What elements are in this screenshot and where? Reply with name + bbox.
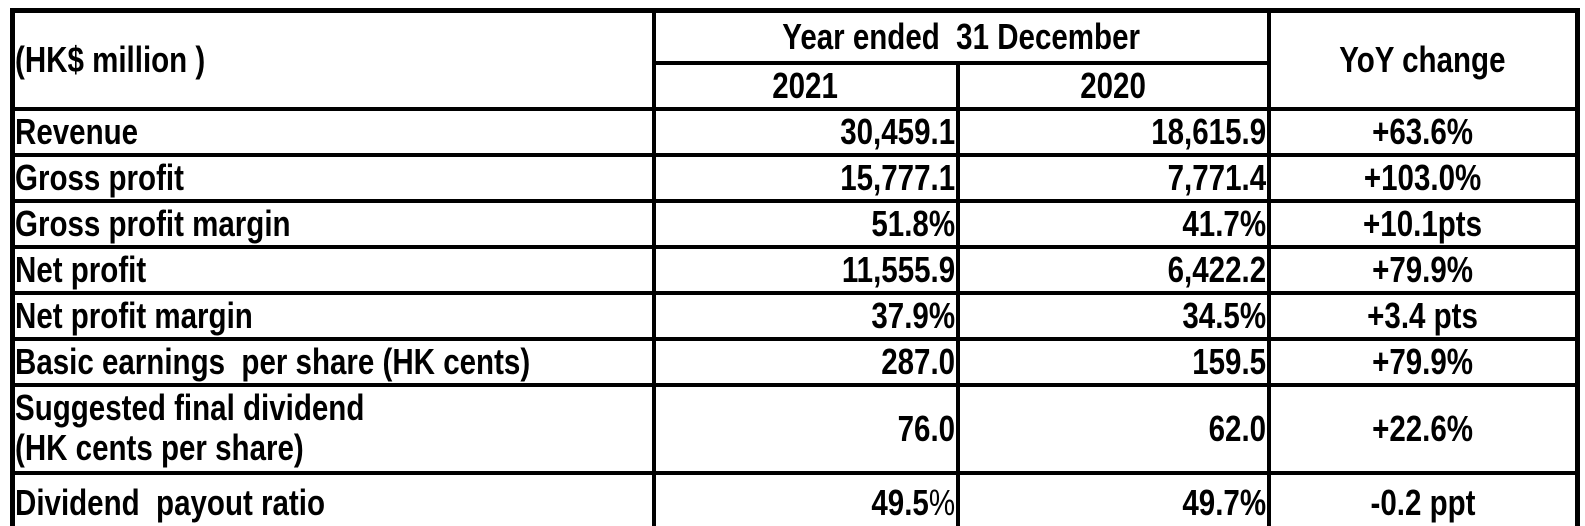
- value-2021: 287.0: [881, 340, 956, 382]
- yoy-value: +10.1pts: [1363, 202, 1483, 244]
- value-2020: 49.7%: [1182, 481, 1267, 523]
- yoy-value-cell: +22.6%: [1266, 382, 1580, 475]
- yoy-value-cell: -0.2 ppt: [1266, 470, 1580, 526]
- value-2021: 51.8%: [871, 202, 956, 244]
- table-row-suggested-final-dividend: Suggested final dividend (HK cents per s…: [10, 382, 1580, 475]
- value-2020-cell: 34.5%: [955, 290, 1271, 341]
- table-row-gross-profit-margin: Gross profit margin 51.8% 41.7% +10.1pts: [10, 198, 1580, 249]
- metric-label: Suggested final dividend (HK cents per s…: [15, 386, 365, 469]
- yoy-value-cell: +3.4 pts: [1266, 290, 1580, 341]
- yoy-value-cell: +10.1pts: [1266, 198, 1580, 249]
- table-row-revenue: Revenue 30,459.1 18,615.9 +63.6%: [10, 106, 1580, 157]
- metric-label: Net profit margin: [15, 294, 253, 336]
- value-2020: 7,771.4: [1167, 156, 1267, 198]
- table-row-gross-profit: Gross profit 15,777.1 7,771.4 +103.0%: [10, 152, 1580, 203]
- value-2021-cell: 51.8%: [651, 198, 960, 249]
- value-2021: 15,777.1: [840, 156, 956, 198]
- metric-label-cell: Basic earnings per share (HK cents): [10, 336, 656, 387]
- value-2020: 6,422.2: [1167, 248, 1267, 290]
- metric-label: Basic earnings per share (HK cents): [15, 340, 531, 382]
- yoy-value-cell: +63.6%: [1266, 106, 1580, 157]
- col-header-2021: 2021: [772, 64, 839, 106]
- header-row-group: (HK$ million ) Year ended 31 December Yo…: [10, 8, 1580, 111]
- financial-results-table: (HK$ million ) Year ended 31 December Yo…: [10, 8, 1580, 526]
- value-2021-cell: 49.5%: [651, 470, 960, 526]
- year-group-header-cell: Year ended 31 December: [651, 8, 1271, 65]
- value-2020-cell: 49.7%: [955, 470, 1271, 526]
- value-2021: 37.9%: [871, 294, 956, 336]
- table-row-net-profit: Net profit 11,555.9 6,422.2 +79.9%: [10, 244, 1580, 295]
- value-2021-cell: 11,555.9: [651, 244, 960, 295]
- metric-label-cell: Gross profit margin: [10, 198, 656, 249]
- value-2021-suffix: %: [929, 481, 956, 523]
- table-row-basic-eps: Basic earnings per share (HK cents) 287.…: [10, 336, 1580, 387]
- yoy-header-cell: YoY change: [1266, 8, 1580, 111]
- value-2021-cell: 30,459.1: [651, 106, 960, 157]
- unit-label: (HK$ million ): [15, 38, 206, 80]
- yoy-value-cell: +79.9%: [1266, 244, 1580, 295]
- col-header-2021-cell: 2021: [651, 60, 960, 111]
- header-row-years: 2021 2020: [13, 60, 1578, 111]
- metric-label: Net profit: [15, 248, 147, 290]
- value-2020: 41.7%: [1182, 202, 1267, 244]
- value-2021-cell: 37.9%: [651, 290, 960, 341]
- yoy-value: +103.0%: [1364, 156, 1482, 198]
- table-row-dividend-payout-ratio: Dividend payout ratio 49.5% 49.7% -0.2 p…: [10, 470, 1580, 526]
- metric-label-cell: Gross profit: [10, 152, 656, 203]
- metric-label: Gross profit: [15, 156, 184, 198]
- yoy-value-cell: +103.0%: [1266, 152, 1580, 203]
- value-2021: 76.0: [898, 407, 956, 449]
- table-row-net-profit-margin: Net profit margin 37.9% 34.5% +3.4 pts: [10, 290, 1580, 341]
- value-2020-cell: 18,615.9: [955, 106, 1271, 157]
- metric-label-cell: Revenue: [10, 106, 656, 157]
- value-2020: 62.0: [1209, 407, 1267, 449]
- metric-label-cell: Suggested final dividend (HK cents per s…: [10, 382, 656, 475]
- value-2020-cell: 6,422.2: [955, 244, 1271, 295]
- col-header-2020-cell: 2020: [955, 60, 1271, 111]
- corner-unit-cell: (HK$ million ): [10, 8, 656, 111]
- metric-label: Gross profit margin: [15, 202, 291, 244]
- value-2021-cell: 15,777.1: [651, 152, 960, 203]
- yoy-value: +79.9%: [1372, 340, 1474, 382]
- value-2020-cell: 62.0: [955, 382, 1271, 475]
- yoy-value: -0.2 ppt: [1370, 481, 1476, 523]
- value-2021-cell: 76.0: [651, 382, 960, 475]
- yoy-header: YoY change: [1339, 38, 1506, 80]
- value-2020: 34.5%: [1182, 294, 1267, 336]
- value-2021: 11,555.9: [842, 248, 956, 290]
- col-header-2020: 2020: [1080, 64, 1146, 106]
- value-2021: 30,459.1: [840, 110, 956, 152]
- yoy-value: +79.9%: [1372, 248, 1474, 290]
- yoy-value: +3.4 pts: [1367, 294, 1479, 336]
- metric-label-cell: Net profit margin: [10, 290, 656, 341]
- metric-label: Dividend payout ratio: [15, 481, 325, 523]
- yoy-value: +22.6%: [1372, 407, 1474, 449]
- value-2020: 159.5: [1192, 340, 1267, 382]
- value-2021-cell: 287.0: [651, 336, 960, 387]
- value-2020-cell: 7,771.4: [955, 152, 1271, 203]
- value-2020-cell: 159.5: [955, 336, 1271, 387]
- metric-label: Revenue: [15, 110, 139, 152]
- metric-label-cell: Dividend payout ratio: [10, 470, 656, 526]
- value-2020-cell: 41.7%: [955, 198, 1271, 249]
- yoy-value: +63.6%: [1372, 110, 1474, 152]
- year-group-header: Year ended 31 December: [782, 15, 1140, 57]
- value-2020: 18,615.9: [1151, 110, 1267, 152]
- yoy-value-cell: +79.9%: [1266, 336, 1580, 387]
- metric-label-cell: Net profit: [10, 244, 656, 295]
- value-2021: 49.5: [871, 481, 930, 523]
